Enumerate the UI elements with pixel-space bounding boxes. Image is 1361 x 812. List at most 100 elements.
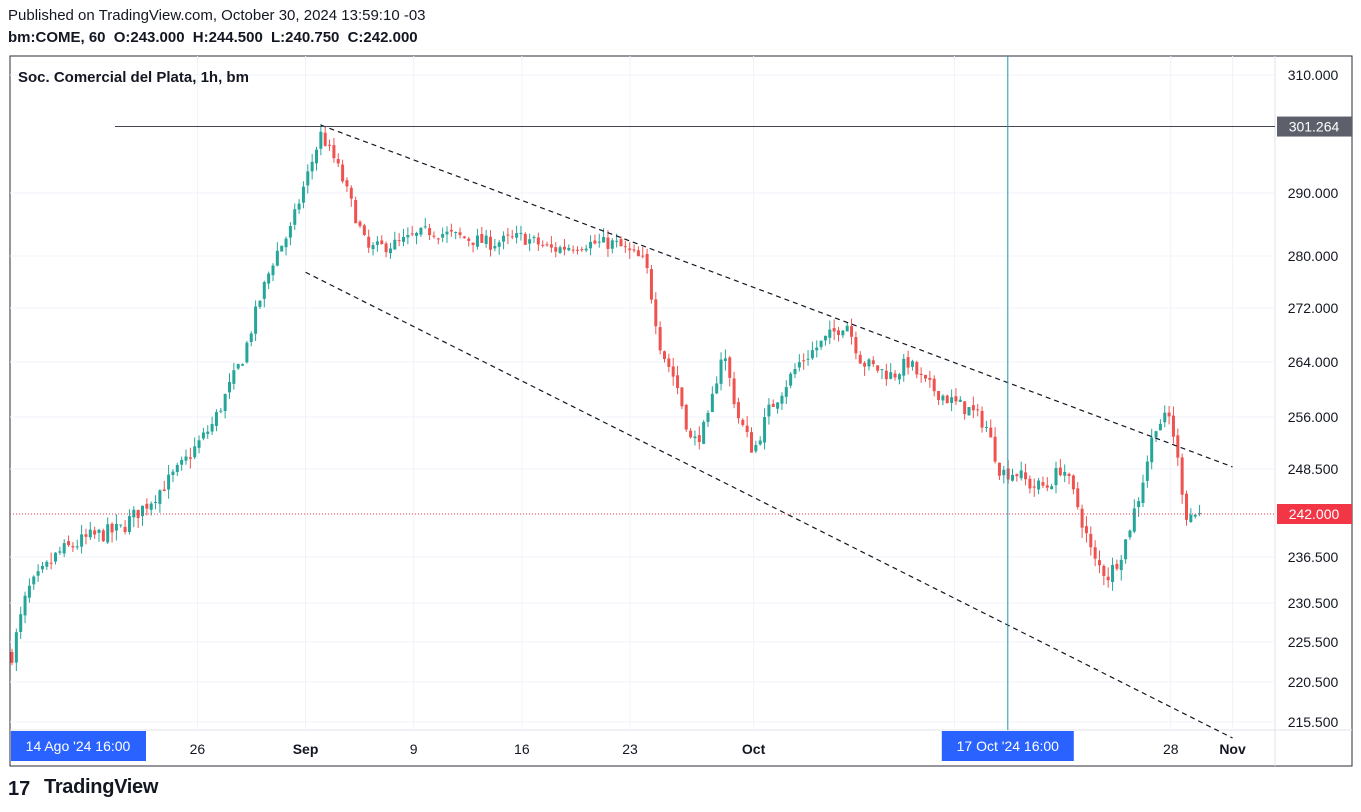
candle-body (497, 242, 501, 247)
candle-body (201, 432, 205, 439)
candle-body (284, 238, 288, 248)
candle-body (1054, 468, 1058, 486)
candle-body (623, 246, 627, 248)
candle-body (654, 299, 658, 327)
candle-body (1154, 431, 1158, 438)
candle-body (449, 229, 453, 232)
channel-lower-line (305, 271, 1233, 739)
candle-body (323, 132, 327, 146)
candle-body (1019, 470, 1023, 479)
candle-body (589, 241, 593, 249)
candle-body (924, 374, 927, 379)
candle-body (963, 401, 967, 415)
candle-body (384, 243, 388, 253)
candle-body (14, 632, 18, 663)
candle-body (1198, 512, 1202, 514)
candle-body (841, 330, 845, 336)
candle-body (1028, 478, 1032, 489)
candle-body (767, 404, 771, 417)
candle-body (1193, 514, 1197, 517)
x-tick-label: 28 (1163, 741, 1179, 757)
open-label: O:243.000 (113, 29, 185, 46)
candle-body (419, 227, 423, 235)
candle-body (1189, 514, 1193, 523)
candle-body (1093, 547, 1097, 559)
candle-body (937, 390, 941, 400)
candle-body (919, 373, 923, 376)
candle-body (758, 440, 762, 445)
candle-body (610, 240, 614, 249)
y-tick-label: 256.000 (1288, 409, 1339, 425)
candle-body (436, 238, 440, 240)
candle-body (506, 234, 510, 236)
candle-body (188, 457, 192, 459)
candle-body (210, 424, 214, 432)
candle-body (510, 236, 514, 238)
candle-body (567, 247, 571, 251)
candle-body (158, 490, 162, 504)
candle-body (336, 158, 340, 164)
candle-body (958, 399, 962, 402)
candle-body (1185, 493, 1188, 520)
candle-body (993, 436, 997, 462)
candle-body (523, 233, 527, 245)
candle-body (636, 250, 640, 257)
candle-body (402, 237, 405, 242)
candle-body (954, 396, 958, 402)
candle-body (715, 383, 719, 394)
candle-body (397, 240, 401, 242)
candle-body (54, 552, 57, 562)
candle-body (249, 333, 253, 342)
candle-body (328, 144, 332, 146)
candle-body (123, 526, 127, 532)
crosshair-time-label: 17 Oct '24 16:00 (957, 738, 1060, 754)
candle-body (319, 131, 323, 149)
candle-body (702, 421, 706, 444)
candle-body (19, 614, 23, 632)
candle-body (36, 571, 40, 576)
candle-body (971, 405, 975, 411)
y-tick-label: 272.000 (1288, 300, 1339, 316)
candle-body (719, 359, 723, 384)
candle-body (810, 350, 814, 359)
candle-body (867, 359, 871, 367)
y-tick-label: 310.000 (1288, 67, 1339, 83)
candle-body (728, 357, 732, 378)
candle-body (58, 551, 62, 553)
candle-body (902, 358, 906, 376)
candle-body (428, 228, 432, 236)
candle-body (750, 432, 753, 453)
channel-upper-line (320, 124, 1233, 468)
candle-body (823, 335, 827, 341)
candle-body (27, 585, 31, 598)
candle-body (275, 250, 279, 266)
candle-body (167, 474, 171, 490)
candle-body (641, 255, 645, 257)
candle-body (1163, 412, 1167, 423)
candle-body (441, 233, 445, 238)
y-tick-label: 220.500 (1288, 674, 1339, 690)
candle-body (32, 576, 36, 585)
ohlc-legend: bm:COME, 60 O:243.000 H:244.500 L:240.75… (8, 29, 422, 46)
close-label: C:242.000 (347, 29, 418, 46)
candle-body (536, 237, 540, 245)
candle-body (445, 231, 449, 235)
candles-group (10, 123, 1202, 672)
candle-body (154, 501, 158, 503)
candle-body (745, 425, 749, 433)
candle-body (976, 409, 980, 411)
candle-body (832, 328, 836, 332)
candle-body (545, 244, 549, 246)
candle-body (1084, 526, 1088, 534)
candle-body (228, 381, 231, 393)
candle-body (906, 357, 910, 368)
candle-body (1102, 565, 1106, 577)
candle-body (676, 375, 680, 388)
candle-body (802, 360, 806, 362)
candle-body (480, 233, 484, 243)
candle-body (776, 402, 780, 409)
candle-body (114, 523, 118, 531)
candle-body (345, 180, 349, 187)
candle-body (815, 347, 819, 351)
